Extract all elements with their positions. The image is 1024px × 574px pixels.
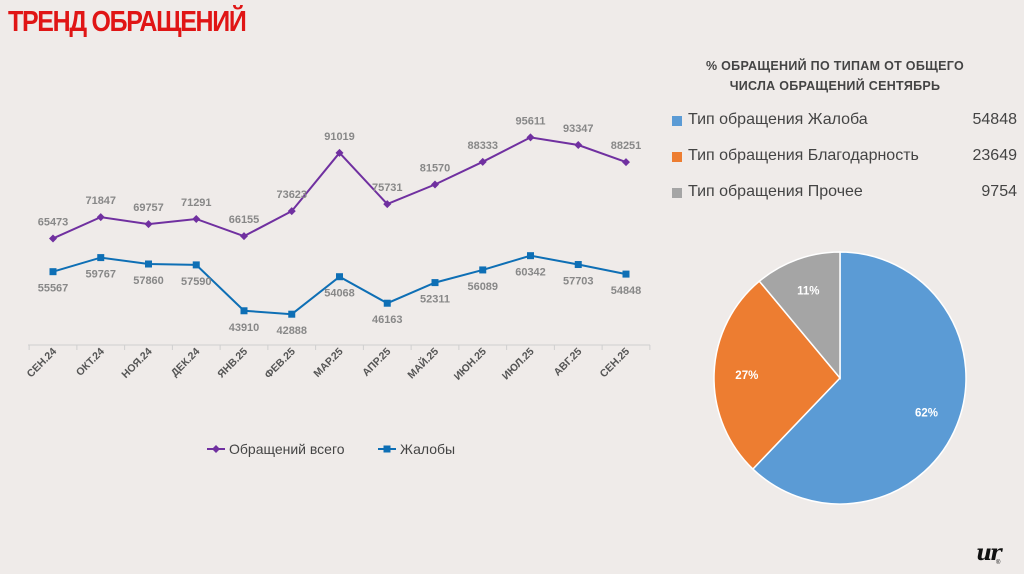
- data-label: 91019: [324, 131, 355, 143]
- x-tick-label: ОКТ.24: [74, 346, 107, 379]
- data-label: 54068: [324, 288, 355, 300]
- pie-title-line-2: ЧИСЛА ОБРАЩЕНИЙ СЕНТЯБРЬ: [729, 79, 941, 93]
- series-point: [622, 270, 630, 278]
- data-label: 75731: [372, 182, 403, 194]
- series-point: [527, 252, 534, 260]
- type-label-other: Тип обращения Прочее: [688, 183, 863, 200]
- data-label: 93347: [563, 123, 594, 135]
- page-title: ТРЕНД ОБРАЩЕНИЙ: [8, 6, 247, 38]
- pie-title-line-1: % ОБРАЩЕНИЙ ПО ТИПАМ ОТ ОБЩЕГО: [705, 59, 965, 73]
- series-point: [478, 157, 487, 166]
- series-point: [479, 266, 487, 274]
- pie-slice-label: 27%: [735, 370, 758, 382]
- type-row-gratitude: Тип обращения Благодарность 23649: [672, 147, 1017, 169]
- complaint-swatch: [672, 116, 682, 126]
- series-point: [145, 260, 152, 268]
- series-point: [574, 141, 583, 150]
- type-row-other: Тип обращения Прочее 9754: [672, 183, 1017, 205]
- series-point: [49, 234, 57, 243]
- data-label: 81570: [420, 162, 451, 174]
- x-tick-label: МАЙ.25: [405, 345, 442, 382]
- series-point: [192, 261, 200, 269]
- series-point: [431, 279, 439, 287]
- type-value-gratitude: 23649: [972, 147, 1018, 164]
- pie-slice: [758, 251, 841, 381]
- data-label: 46163: [372, 314, 403, 326]
- data-label: 57590: [181, 276, 212, 288]
- x-tick-label: МАР.25: [311, 346, 345, 380]
- data-label: 69757: [133, 202, 164, 214]
- series-point: [240, 307, 248, 315]
- series-point: [288, 310, 296, 318]
- registered-mark: ®: [996, 560, 1001, 566]
- line-chart: СЕН.24 ОКТ.24 НОЯ.24 ДЕК.24 ЯНВ.25 ФЕВ.25 МАР.…: [25, 115, 651, 457]
- data-label: 65473: [38, 216, 69, 228]
- pie-slice-label: 62%: [915, 408, 938, 420]
- series-point: [97, 254, 105, 262]
- type-row-complaint: Тип обращения Жалоба 54848: [672, 111, 1017, 133]
- x-tick-label: ДЕК.24: [169, 346, 203, 380]
- data-label: 57703: [563, 276, 594, 288]
- legend-label: Жалобы: [400, 441, 455, 457]
- series-point: [622, 158, 630, 167]
- x-tick-label: ФЕВ.25: [262, 346, 298, 382]
- other-swatch: [672, 188, 682, 198]
- pie-slice: [713, 280, 842, 471]
- x-tick-label: АПР.25: [360, 346, 393, 379]
- series-point: [240, 232, 248, 241]
- type-label-complaint: Тип обращения Жалоба: [688, 111, 868, 128]
- data-label: 71291: [181, 197, 212, 209]
- data-label: 43910: [229, 322, 260, 334]
- series-point: [383, 200, 392, 209]
- x-tick-label: ИЮН.25: [452, 346, 489, 383]
- series-point: [144, 220, 153, 229]
- series-point: [192, 214, 201, 223]
- x-tick-label: НОЯ.24: [119, 346, 154, 381]
- series-point: [383, 299, 391, 307]
- data-label: 42888: [276, 325, 307, 337]
- pie-chart: 62% 27% 11%: [713, 251, 967, 505]
- data-label: 60342: [515, 267, 546, 279]
- pie-slice: [751, 251, 967, 505]
- legend-label: Обращений всего: [229, 441, 345, 457]
- data-label: 59767: [85, 269, 116, 281]
- series-point: [96, 213, 105, 222]
- pie-chart-title: % ОБРАЩЕНИЙ ПО ТИПАМ ОТ ОБЩЕГО ЧИСЛА ОБР…: [660, 56, 1010, 96]
- series-point: [336, 273, 343, 281]
- gratitude-swatch: [672, 152, 682, 162]
- data-label: 71847: [85, 195, 116, 207]
- x-tick-label: АВГ.25: [552, 346, 585, 379]
- data-label: 95611: [516, 115, 546, 127]
- brand-logo: ur: [976, 540, 1002, 566]
- pie-slice-label: 11%: [797, 285, 819, 297]
- legend-marker: [383, 445, 391, 453]
- type-value-other: 9754: [981, 183, 1017, 200]
- x-tick-label: СЕН.25: [598, 346, 633, 381]
- data-label: 55567: [38, 283, 69, 295]
- data-label: 54848: [611, 285, 642, 297]
- data-label: 73623: [276, 189, 307, 201]
- x-tick-label: ЯНВ.25: [215, 346, 250, 381]
- series-point: [49, 268, 57, 276]
- data-label: 88251: [611, 140, 642, 152]
- data-label: 57860: [133, 275, 164, 287]
- data-label: 56089: [467, 281, 498, 293]
- series-point: [287, 207, 296, 216]
- x-tick-label: ИЮЛ.25: [500, 346, 537, 383]
- legend-marker: [212, 445, 220, 453]
- type-label-gratitude: Тип обращения Благодарность: [688, 147, 919, 164]
- data-label: 88333: [467, 140, 498, 152]
- series-point: [526, 133, 535, 142]
- series-point: [335, 148, 344, 157]
- series-point: [431, 180, 439, 189]
- series-point: [574, 261, 582, 269]
- x-tick-label: СЕН.24: [25, 346, 60, 381]
- data-label: 52311: [420, 294, 450, 306]
- data-label: 66155: [229, 214, 260, 226]
- type-value-complaint: 54848: [972, 111, 1018, 128]
